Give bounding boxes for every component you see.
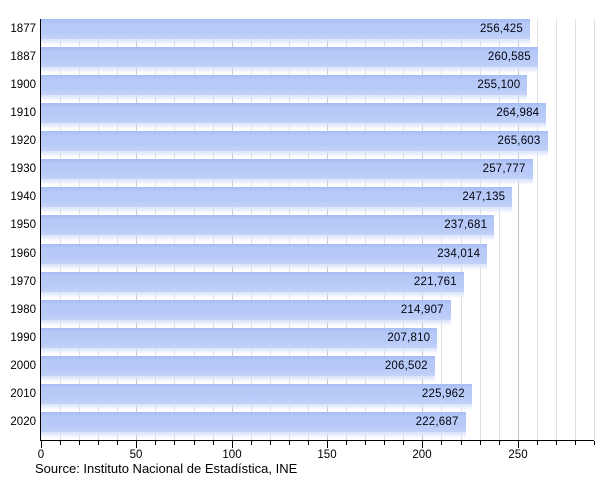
plot-area: 256,425 260,585 255,100 264,984 265,603 257,7… [41, 19, 595, 440]
bar: 206,502 [41, 355, 435, 383]
y-axis-label: 1930 [10, 163, 36, 176]
minor-gridline [594, 19, 595, 440]
bar-value-label: 264,984 [496, 107, 540, 120]
major-tick [136, 441, 137, 448]
major-tick [232, 441, 233, 448]
bar-value-label: 247,135 [462, 191, 506, 204]
minor-tick [289, 441, 290, 445]
bar-value-label: 260,585 [487, 51, 531, 64]
bar-value-label: 222,687 [415, 415, 459, 428]
y-axis-label: 1920 [10, 135, 36, 148]
minor-tick [117, 441, 118, 445]
minor-tick [403, 441, 404, 445]
minor-tick [308, 441, 309, 445]
x-axis: 0 50 100 150 200 250 [37, 441, 595, 471]
minor-tick [499, 441, 500, 445]
bar: 222,687 [41, 411, 466, 439]
bar-value-label: 256,425 [480, 23, 523, 35]
bar: 214,907 [41, 299, 451, 327]
bar-value-label: 206,502 [384, 359, 428, 372]
minor-tick [441, 441, 442, 445]
bar-value-label: 255,100 [477, 79, 521, 92]
minor-tick [98, 441, 99, 445]
y-axis-label: 1910 [10, 107, 36, 120]
y-axis-label: 2000 [10, 359, 36, 372]
x-axis-tick-label: 200 [412, 449, 432, 461]
minor-tick [575, 441, 576, 445]
y-axis-label: 2010 [10, 387, 36, 400]
x-axis-tick-label: 100 [222, 449, 242, 461]
minor-tick [461, 441, 462, 445]
bar: 221,761 [41, 271, 464, 299]
bar-value-label: 257,777 [482, 163, 526, 176]
minor-tick [60, 441, 61, 445]
bar: 247,135 [41, 187, 513, 215]
minor-tick [594, 441, 595, 445]
bar-value-label: 265,603 [497, 135, 541, 148]
minor-tick [384, 441, 385, 445]
bar: 265,603 [41, 131, 548, 159]
minor-tick [537, 441, 538, 445]
bar: 225,962 [41, 383, 472, 411]
minor-gridline [575, 19, 576, 440]
major-tick [327, 441, 328, 448]
minor-tick [346, 441, 347, 445]
major-gridline [518, 19, 519, 440]
bar: 207,810 [41, 327, 438, 355]
y-axis: 1877 1887 1900 1910 1920 1930 1940 1950 1960 1970… [0, 19, 36, 440]
bar-value-label: 214,907 [400, 303, 444, 316]
y-axis-label: 2020 [10, 415, 36, 428]
bar: 234,014 [41, 243, 488, 271]
bar-value-label: 237,681 [444, 219, 488, 232]
minor-tick [155, 441, 156, 445]
bar: 255,100 [41, 75, 528, 103]
bar-value-label: 221,761 [413, 275, 457, 288]
source-caption: Source: Instituto Nacional de Estadístic… [35, 461, 298, 476]
major-tick [422, 441, 423, 448]
y-axis-label: 1970 [10, 275, 36, 288]
minor-tick [79, 441, 80, 445]
minor-tick [213, 441, 214, 445]
minor-tick [365, 441, 366, 445]
minor-tick [174, 441, 175, 445]
minor-gridline [556, 19, 557, 440]
minor-tick [251, 441, 252, 445]
bar: 237,681 [41, 215, 495, 243]
x-axis-line [40, 440, 594, 441]
x-axis-tick-label: 150 [317, 449, 337, 461]
y-axis-label: 1960 [10, 247, 36, 260]
minor-tick [556, 441, 557, 445]
bar-value-label: 207,810 [387, 331, 431, 344]
y-axis-label: 1990 [10, 331, 36, 344]
bar-value-label: 225,962 [421, 387, 465, 400]
major-tick [41, 441, 42, 448]
y-axis-line [40, 19, 41, 441]
bar: 260,585 [41, 47, 538, 75]
minor-tick [480, 441, 481, 445]
bar: 264,984 [41, 103, 547, 131]
minor-tick [194, 441, 195, 445]
minor-gridline [499, 19, 500, 440]
bar: 257,777 [41, 159, 533, 187]
x-axis-tick-label: 50 [129, 449, 143, 461]
bar-value-label: 234,014 [437, 247, 481, 260]
x-axis-tick-label: 0 [37, 449, 45, 461]
minor-gridline [537, 19, 538, 440]
minor-tick [270, 441, 271, 445]
bar: 256,425 [41, 19, 530, 46]
y-axis-label: 1940 [10, 191, 36, 204]
x-axis-tick-label: 250 [508, 449, 528, 461]
y-axis-label: 1950 [10, 219, 36, 232]
y-axis-label: 1900 [10, 79, 36, 92]
y-axis-label: 1877 [10, 23, 36, 35]
y-axis-label: 1887 [10, 51, 36, 64]
y-axis-label: 1980 [10, 303, 36, 316]
major-tick [518, 441, 519, 448]
